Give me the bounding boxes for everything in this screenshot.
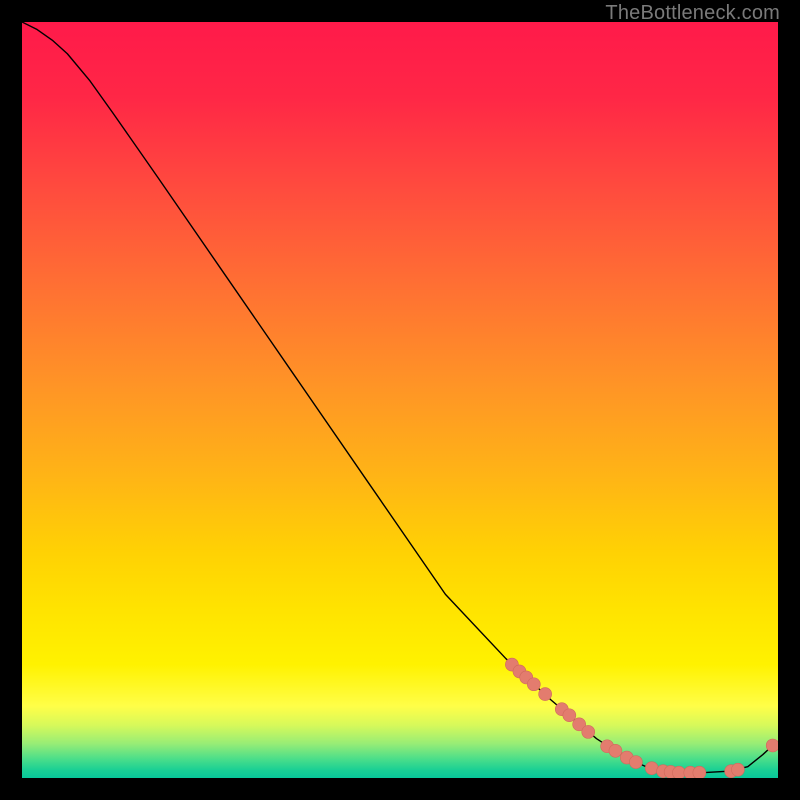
data-marker [609,744,622,757]
data-marker [629,756,642,769]
data-marker [582,725,595,738]
plot-background [22,22,778,778]
data-marker [672,766,685,778]
data-marker [527,678,540,691]
bottleneck-plot [22,22,778,778]
data-marker [693,766,706,778]
data-marker [645,762,658,775]
plot-svg [22,22,778,778]
data-marker [766,739,778,752]
data-marker [731,763,744,776]
data-marker [539,688,552,701]
watermark-label: TheBottleneck.com [605,2,780,25]
data-marker [563,709,576,722]
